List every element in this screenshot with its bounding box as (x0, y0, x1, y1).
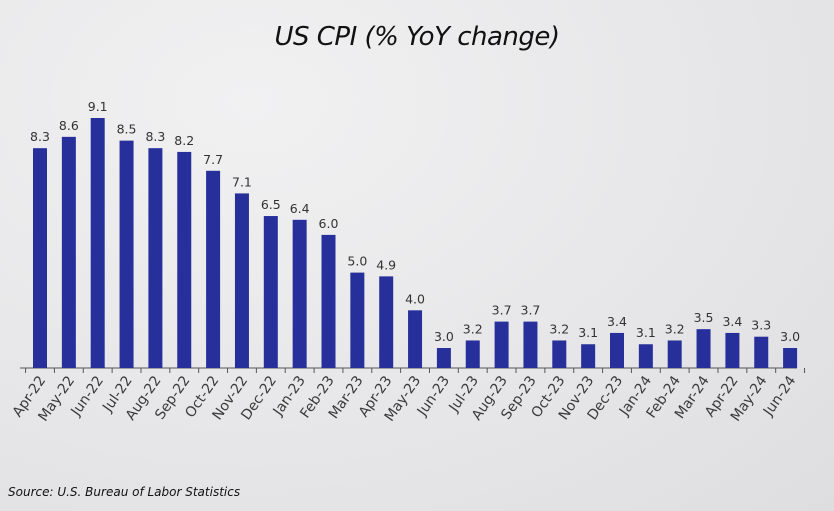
bar (292, 219, 307, 368)
bar (696, 329, 711, 368)
data-label: 7.7 (203, 152, 223, 167)
bar (33, 148, 47, 368)
data-label: 6.5 (261, 197, 281, 212)
bar (234, 193, 249, 368)
bar (610, 332, 624, 368)
data-label: 3.1 (636, 325, 656, 340)
data-label: 3.3 (751, 318, 771, 333)
bar (177, 151, 192, 368)
data-label: 8.5 (117, 122, 137, 137)
bar (581, 344, 596, 368)
data-label: 4.9 (376, 257, 396, 272)
data-label: 7.1 (232, 174, 252, 189)
bar (119, 140, 134, 368)
data-label: 3.0 (434, 329, 454, 344)
bar (206, 170, 221, 368)
data-label: 3.7 (492, 303, 512, 318)
bar (465, 340, 480, 368)
data-label: 8.3 (145, 129, 165, 144)
bar (638, 344, 653, 368)
bar (61, 136, 76, 368)
bar (552, 340, 567, 368)
bar (379, 276, 394, 368)
data-label: 9.1 (88, 99, 108, 114)
bar (321, 234, 336, 368)
bar (523, 321, 538, 368)
bar (494, 321, 509, 368)
bar (90, 118, 105, 368)
source-note: Source: U.S. Bureau of Labor Statistics (8, 485, 241, 499)
data-label: 6.0 (319, 216, 339, 231)
bar (350, 272, 365, 368)
data-label: 3.4 (607, 314, 627, 329)
data-label: 6.4 (290, 201, 310, 216)
data-label: 3.4 (722, 314, 742, 329)
bar (783, 348, 798, 368)
bar (754, 336, 769, 368)
data-label: 5.0 (347, 254, 367, 269)
chart-title: US CPI (% YoY change) (274, 22, 560, 52)
bar (263, 216, 278, 368)
data-label: 3.1 (578, 325, 598, 340)
data-label: 8.3 (30, 129, 50, 144)
data-label: 3.5 (694, 310, 714, 325)
bar (408, 310, 423, 368)
data-label: 3.2 (665, 321, 685, 336)
data-label: 8.6 (59, 118, 79, 133)
bar (436, 348, 451, 368)
data-label: 3.2 (549, 321, 569, 336)
bar (667, 340, 682, 368)
data-label: 3.7 (521, 303, 541, 318)
bar (725, 332, 740, 368)
bar (148, 148, 163, 368)
data-label: 3.0 (780, 329, 800, 344)
data-label: 8.2 (174, 133, 194, 148)
data-label: 4.0 (405, 291, 425, 306)
data-label: 3.2 (463, 321, 483, 336)
